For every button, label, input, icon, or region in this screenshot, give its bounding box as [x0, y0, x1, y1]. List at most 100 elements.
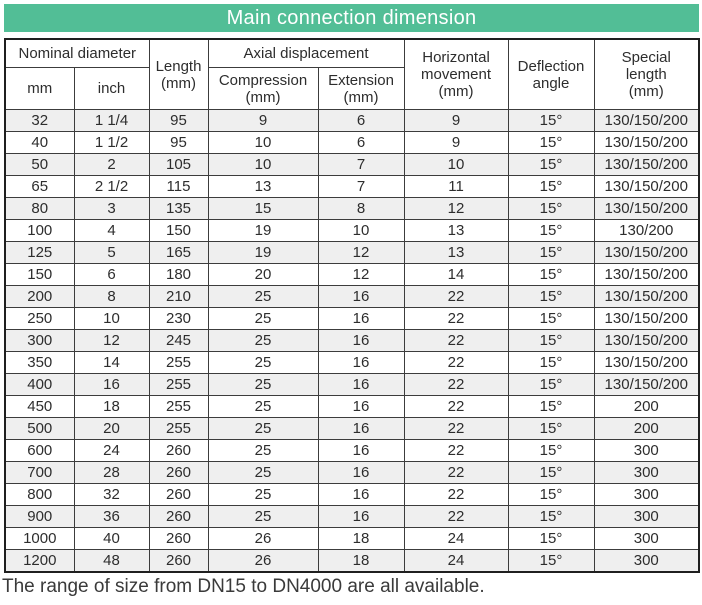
table-cell: 255 — [148, 395, 209, 418]
header-length: Length (mm) — [148, 38, 209, 110]
table-cell: 25 — [207, 373, 319, 396]
table-row: 40 1 1/2 95 10 6 9 15° 130/150/200 — [4, 131, 700, 154]
header-mm: mm — [4, 67, 75, 110]
header-compression: Compression (mm) — [207, 67, 319, 110]
table-cell: 105 — [148, 153, 209, 176]
table-title-banner: Main connection dimension — [4, 4, 699, 32]
table-cell: 9 — [403, 131, 509, 154]
table-cell: 12 — [73, 329, 150, 352]
table-cell: 16 — [317, 483, 405, 506]
table-cell: 5 — [73, 241, 150, 264]
table-cell: 1 1/2 — [73, 131, 150, 154]
table-row: 350 14 255 25 16 22 15° 130/150/200 — [4, 351, 700, 374]
table-cell: 28 — [73, 461, 150, 484]
table-cell: 22 — [403, 483, 509, 506]
table-cell: 7 — [317, 175, 405, 198]
table-row: 250 10 230 25 16 22 15° 130/150/200 — [4, 307, 700, 330]
table-cell: 13 — [403, 241, 509, 264]
table-row: 450 18 255 25 16 22 15° 200 — [4, 395, 700, 418]
table-cell: 255 — [148, 351, 209, 374]
table-cell: 15° — [507, 527, 595, 550]
table-cell: 125 — [4, 241, 75, 264]
table-cell: 250 — [4, 307, 75, 330]
table-cell: 16 — [317, 417, 405, 440]
table-cell: 16 — [317, 439, 405, 462]
table-cell: 115 — [148, 175, 209, 198]
table-cell: 25 — [207, 439, 319, 462]
table-cell: 130/150/200 — [593, 241, 700, 264]
table-cell: 255 — [148, 417, 209, 440]
table-cell: 10 — [403, 153, 509, 176]
table-row: 900 36 260 25 16 22 15° 300 — [4, 505, 700, 528]
table-cell: 15° — [507, 549, 595, 573]
header-axial-displacement: Axial displacement — [207, 38, 405, 68]
table-row: 32 1 1/4 95 9 6 9 15° 130/150/200 — [4, 109, 700, 132]
table-cell: 4 — [73, 219, 150, 242]
table-cell: 500 — [4, 417, 75, 440]
table-cell: 15° — [507, 461, 595, 484]
table-row: 200 8 210 25 16 22 15° 130/150/200 — [4, 285, 700, 308]
header-horizontal-movement: Horizontal movement (mm) — [403, 38, 509, 110]
table-row: 1000 40 260 26 18 24 15° 300 — [4, 527, 700, 550]
table-cell: 15° — [507, 285, 595, 308]
table-cell: 16 — [317, 351, 405, 374]
table-cell: 130/150/200 — [593, 373, 700, 396]
table-cell: 210 — [148, 285, 209, 308]
table-row: 1200 48 260 26 18 24 15° 300 — [4, 549, 700, 573]
table-cell: 350 — [4, 351, 75, 374]
table-cell: 9 — [207, 109, 319, 132]
header-extension: Extension (mm) — [317, 67, 405, 110]
table-cell: 25 — [207, 483, 319, 506]
table-row: 150 6 180 20 12 14 15° 130/150/200 — [4, 263, 700, 286]
table-cell: 260 — [148, 549, 209, 573]
table-cell: 130/150/200 — [593, 175, 700, 198]
table-cell: 16 — [317, 461, 405, 484]
table-cell: 15° — [507, 329, 595, 352]
connection-dimension-table: Nominal diameter Length (mm) Axial displ… — [4, 38, 701, 573]
table-cell: 130/150/200 — [593, 351, 700, 374]
table-cell: 15° — [507, 197, 595, 220]
header-nominal-diameter: Nominal diameter — [4, 38, 150, 68]
table-cell: 18 — [317, 549, 405, 573]
table-cell: 300 — [4, 329, 75, 352]
table-cell: 24 — [403, 549, 509, 573]
table-row: 600 24 260 25 16 22 15° 300 — [4, 439, 700, 462]
table-row: 65 2 1/2 115 13 7 11 15° 130/150/200 — [4, 175, 700, 198]
table-cell: 900 — [4, 505, 75, 528]
table-cell: 15° — [507, 131, 595, 154]
table-cell: 36 — [73, 505, 150, 528]
table-cell: 14 — [403, 263, 509, 286]
table-cell: 12 — [403, 197, 509, 220]
table-body: 32 1 1/4 95 9 6 9 15° 130/150/200 40 1 1/2 95 10 6 9 1… — [4, 109, 700, 573]
table-cell: 48 — [73, 549, 150, 573]
table-cell: 15° — [507, 263, 595, 286]
table-cell: 13 — [403, 219, 509, 242]
table-cell: 16 — [317, 395, 405, 418]
table-cell: 130/150/200 — [593, 131, 700, 154]
table-cell: 260 — [148, 527, 209, 550]
table-cell: 22 — [403, 439, 509, 462]
table-cell: 15° — [507, 175, 595, 198]
table-cell: 15 — [207, 197, 319, 220]
table-cell: 18 — [317, 527, 405, 550]
header-special-length: Special length (mm) — [593, 38, 700, 110]
table-cell: 260 — [148, 505, 209, 528]
table-cell: 65 — [4, 175, 75, 198]
table-cell: 15° — [507, 351, 595, 374]
table-row: 100 4 150 19 10 13 15° 130/200 — [4, 219, 700, 242]
table-cell: 22 — [403, 285, 509, 308]
table-cell: 26 — [207, 549, 319, 573]
table-cell: 6 — [73, 263, 150, 286]
header-inch: inch — [73, 67, 150, 110]
table-cell: 15° — [507, 153, 595, 176]
table-cell: 130/150/200 — [593, 153, 700, 176]
table-cell: 15° — [507, 417, 595, 440]
table-cell: 135 — [148, 197, 209, 220]
table-cell: 13 — [207, 175, 319, 198]
table-cell: 200 — [4, 285, 75, 308]
table-cell: 15° — [507, 219, 595, 242]
table-title: Main connection dimension — [226, 7, 477, 29]
table-cell: 260 — [148, 461, 209, 484]
table-cell: 11 — [403, 175, 509, 198]
table-cell: 9 — [403, 109, 509, 132]
